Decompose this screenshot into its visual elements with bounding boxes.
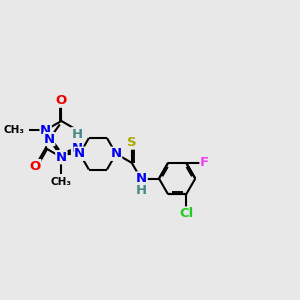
Text: N: N [44, 133, 55, 146]
Text: N: N [56, 151, 67, 164]
Text: N: N [74, 147, 85, 160]
Text: O: O [29, 160, 41, 172]
Text: H: H [135, 184, 146, 197]
Text: CH₃: CH₃ [4, 125, 25, 135]
Text: CH₃: CH₃ [51, 177, 72, 187]
Text: H: H [71, 128, 82, 141]
Text: F: F [200, 156, 209, 170]
Text: N: N [71, 142, 82, 155]
Text: Cl: Cl [179, 207, 193, 220]
Text: N: N [110, 147, 122, 160]
Text: N: N [40, 124, 51, 136]
Text: O: O [56, 94, 67, 107]
Text: S: S [127, 136, 136, 149]
Text: N: N [136, 172, 147, 185]
